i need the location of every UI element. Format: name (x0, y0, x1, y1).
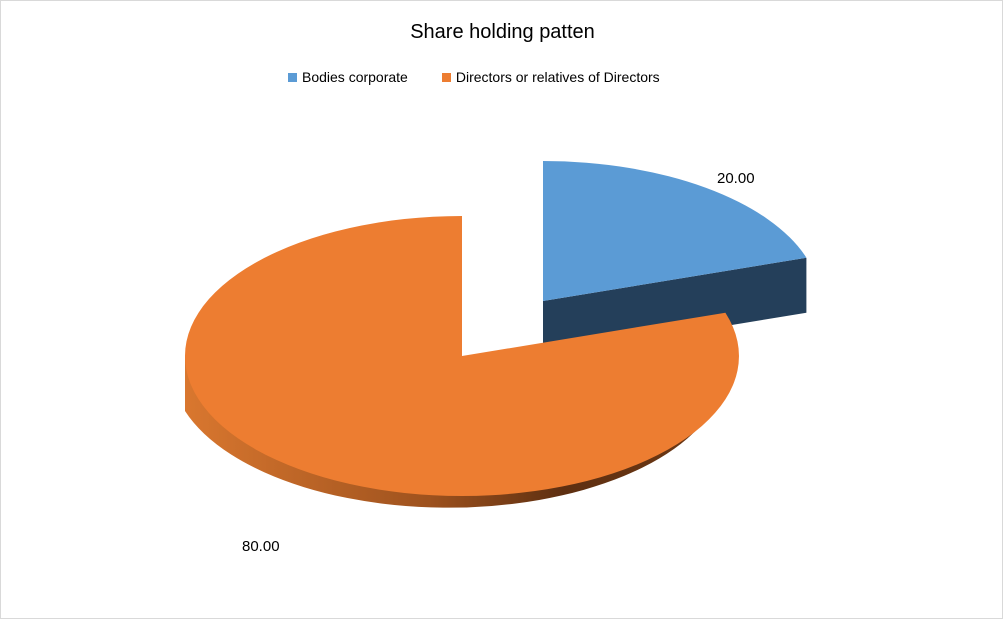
legend-swatch (288, 72, 297, 82)
legend-item-bodies-corporate: Bodies corporate (288, 69, 408, 85)
chart-title: Share holding patten (410, 21, 595, 43)
legend: Bodies corporate Directors or relatives … (288, 69, 660, 85)
legend-item-directors: Directors or relatives of Directors (441, 69, 660, 85)
slice-side-bodies-corporate (543, 257, 807, 356)
data-label-directors: 80.00 (242, 538, 280, 555)
legend-label: Directors or relatives of Directors (455, 69, 660, 85)
slice-bodies-corporate (543, 161, 807, 301)
slice-directors (184, 216, 739, 496)
data-label-bodies-corporate: 20.00 (717, 170, 755, 187)
legend-swatch (441, 72, 451, 82)
legend-label: Bodies corporate (302, 69, 408, 85)
